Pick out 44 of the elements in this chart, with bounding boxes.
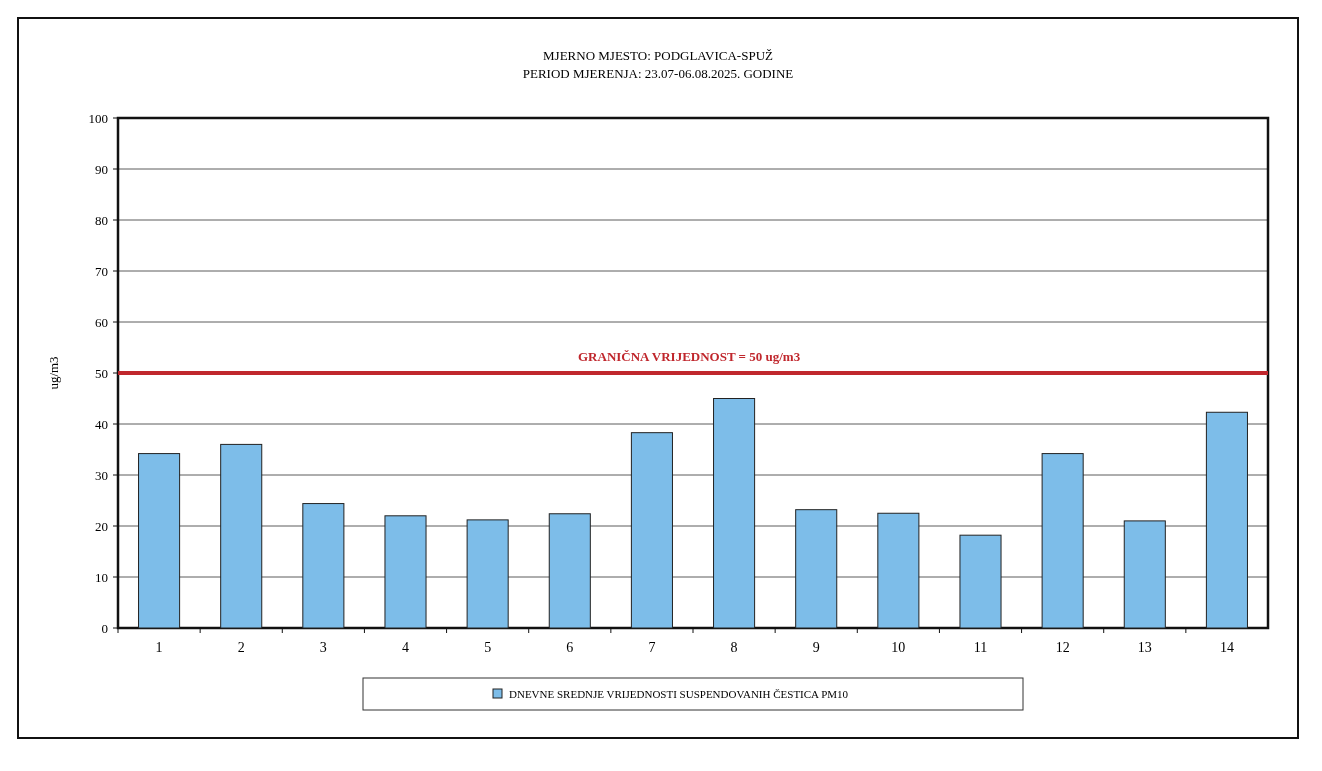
y-tick-label: 60 [95, 314, 108, 330]
y-tick-label: 20 [95, 518, 108, 534]
ref-line-label: GRANIČNA VRIJEDNOST = 50 ug/m3 [578, 349, 801, 364]
x-tick-label: 12 [1055, 640, 1070, 655]
bar [548, 513, 591, 629]
bar [630, 432, 673, 629]
bar [1041, 453, 1084, 629]
bar [1123, 520, 1166, 629]
y-axis-title: ug/m3 [46, 356, 61, 390]
x-tick-label: 3 [319, 640, 327, 655]
x-tick-label: 5 [484, 640, 492, 655]
x-tick-label: 7 [648, 640, 656, 655]
x-tick-label: 8 [730, 640, 738, 655]
y-tick-label: 50 [95, 365, 108, 381]
y-tick-label: 0 [101, 620, 108, 636]
chart-title: MJERNO MJESTO: PODGLAVICA-SPUŽ [543, 48, 774, 63]
bar [795, 509, 838, 629]
y-tick-label: 10 [95, 569, 108, 585]
x-tick-label: 6 [566, 640, 574, 655]
y-tick-label: 80 [95, 212, 108, 228]
x-tick-label: 13 [1137, 640, 1152, 655]
x-tick-label: 4 [402, 640, 409, 655]
bar [959, 534, 1002, 629]
chart-subtitle: PERIOD MJERENJA: 23.07-06.08.2025. GODINE [522, 66, 794, 81]
legend-label: DNEVNE SREDNJE VRIJEDNOSTI SUSPENDOVANIH ČESTICA PM10 [509, 688, 849, 700]
bar [138, 453, 181, 629]
y-tick-label: 40 [95, 416, 108, 432]
x-tick-label: 2 [237, 640, 245, 655]
bar [713, 398, 756, 629]
bar [466, 519, 509, 629]
y-tick-label: 100 [88, 110, 108, 126]
x-tick-label: 1 [155, 640, 163, 655]
bar [877, 512, 920, 629]
y-tick-label: 90 [95, 161, 108, 177]
y-tick-label: 70 [95, 263, 108, 279]
y-tick-label: 30 [95, 467, 108, 483]
x-tick-label: 11 [973, 640, 988, 655]
x-tick-label: 9 [812, 640, 820, 655]
bar [302, 503, 345, 629]
x-tick-label: 14 [1219, 640, 1234, 655]
x-tick-label: 10 [891, 640, 906, 655]
bar [384, 515, 427, 629]
bar [220, 443, 263, 629]
bar [1205, 411, 1248, 629]
